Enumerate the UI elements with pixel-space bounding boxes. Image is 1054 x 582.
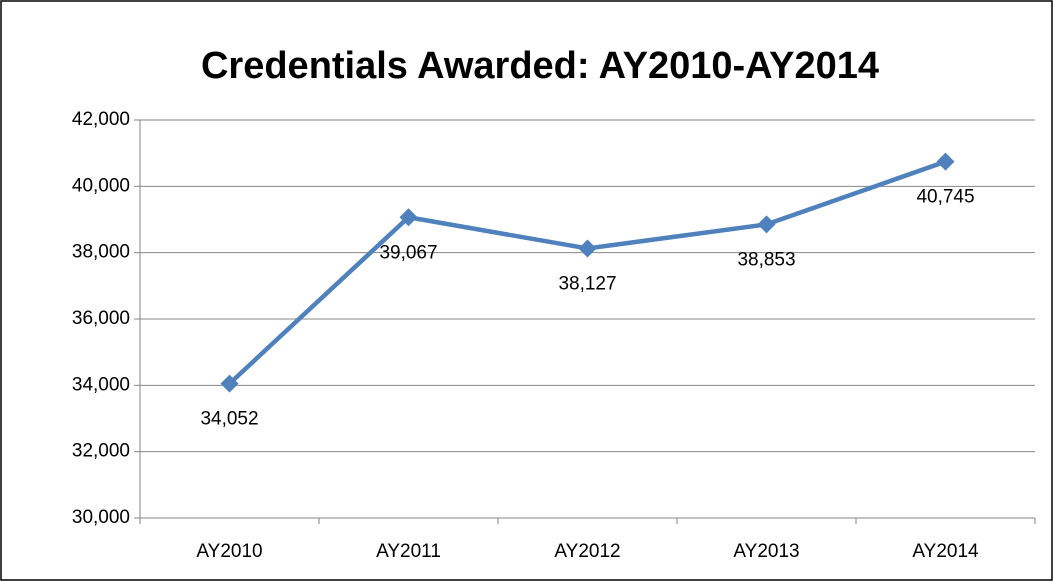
- data-label: 34,052: [200, 409, 258, 430]
- y-tick-label: 38,000: [72, 242, 130, 263]
- data-label: 39,067: [379, 242, 437, 263]
- data-marker: [936, 152, 955, 171]
- x-tick-label: AY2012: [554, 541, 620, 562]
- x-tick-label: AY2014: [912, 541, 979, 562]
- data-label: 38,127: [558, 273, 616, 294]
- data-label: 38,853: [737, 249, 795, 270]
- y-tick-label: 32,000: [72, 441, 130, 462]
- chart-title: Credentials Awarded: AY2010-AY2014: [201, 45, 879, 87]
- y-tick-label: 36,000: [72, 308, 130, 329]
- x-tick-label: AY2013: [733, 541, 799, 562]
- y-tick-label: 40,000: [72, 175, 130, 196]
- data-marker: [757, 215, 776, 234]
- y-tick-label: 42,000: [72, 109, 130, 130]
- data-marker: [399, 208, 418, 227]
- data-label: 40,745: [916, 187, 974, 208]
- x-tick-label: AY2010: [196, 541, 262, 562]
- y-tick-label: 34,000: [72, 374, 130, 395]
- y-tick-label: 30,000: [72, 507, 130, 528]
- x-tick-label: AY2011: [376, 541, 441, 562]
- data-marker: [578, 239, 597, 258]
- data-marker: [220, 374, 239, 393]
